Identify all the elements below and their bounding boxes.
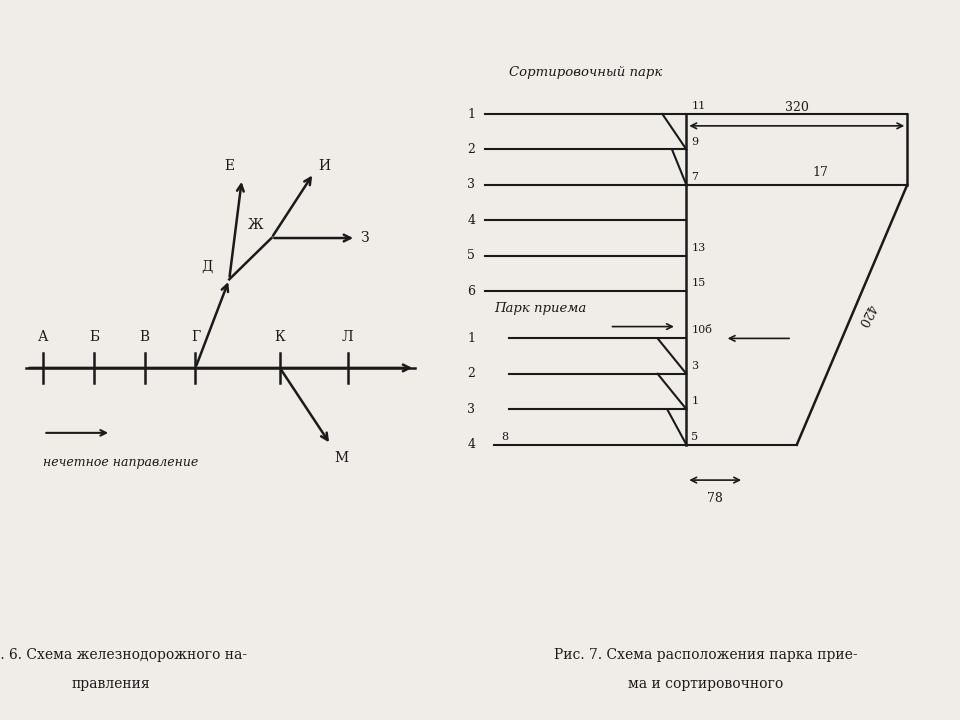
Text: 3: 3 [691, 361, 698, 371]
Text: 5: 5 [468, 249, 475, 262]
Text: 3: 3 [468, 179, 475, 192]
Text: Рис. 6. Схема железнодорожного на-: Рис. 6. Схема железнодорожного на- [0, 648, 247, 662]
Text: 10б: 10б [691, 325, 712, 336]
Text: 3: 3 [468, 402, 475, 415]
Text: 13: 13 [691, 243, 706, 253]
Text: Парк приема: Парк приема [494, 302, 587, 315]
Text: В: В [140, 330, 150, 344]
Text: 2: 2 [468, 367, 475, 380]
Text: 4: 4 [468, 438, 475, 451]
Text: 320: 320 [785, 101, 808, 114]
Text: 15: 15 [691, 278, 706, 288]
Text: 4: 4 [468, 214, 475, 227]
Text: 1: 1 [468, 332, 475, 345]
Text: правления: правления [71, 677, 150, 690]
Text: 6: 6 [468, 284, 475, 297]
Text: 1: 1 [691, 396, 698, 406]
Text: 17: 17 [813, 166, 828, 179]
Text: Г: Г [191, 330, 200, 344]
Text: 1: 1 [468, 107, 475, 120]
Text: нечетное направление: нечетное направление [43, 456, 199, 469]
Text: 8: 8 [502, 432, 509, 442]
Text: Ж: Ж [248, 218, 263, 232]
Text: Е: Е [225, 159, 234, 173]
Text: Сортировочный парк: Сортировочный парк [509, 66, 662, 78]
Text: 2: 2 [468, 143, 475, 156]
Text: ма и сортировочного: ма и сортировочного [628, 677, 783, 690]
Text: 11: 11 [691, 101, 706, 111]
Text: Рис. 7. Схема расположения парка прие-: Рис. 7. Схема расположения парка прие- [554, 648, 857, 662]
Text: Б: Б [89, 330, 99, 344]
Text: Д: Д [201, 259, 212, 274]
Text: 7: 7 [691, 172, 698, 182]
Text: 420: 420 [855, 301, 877, 328]
Text: З: З [360, 231, 369, 245]
Text: А: А [38, 330, 49, 344]
Text: 78: 78 [708, 492, 723, 505]
Text: Л: Л [342, 330, 353, 344]
Text: М: М [335, 451, 349, 464]
Text: 9: 9 [691, 137, 698, 147]
Text: И: И [318, 159, 330, 173]
Text: 5: 5 [691, 432, 698, 442]
Text: К: К [275, 330, 285, 344]
